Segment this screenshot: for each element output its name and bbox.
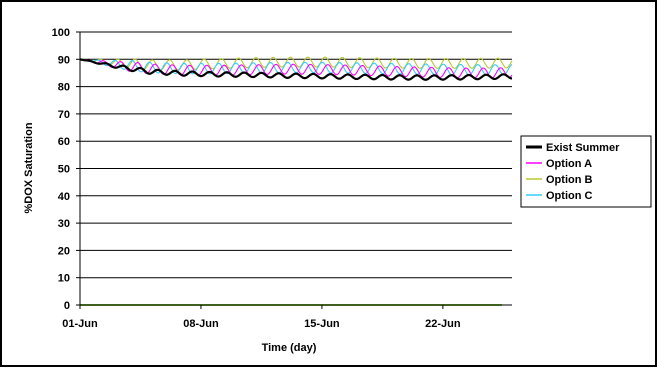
chart-svg: 0 10 20 30 40 50 60 70 80 90 100 01-Jun 08-Jun 15-Ju… — [23, 27, 652, 354]
y-axis-label: %DOX Saturation — [23, 122, 35, 213]
legend-label: Option B — [546, 174, 592, 186]
y-tick-label: 30 — [58, 218, 70, 230]
y-tick-label: 40 — [58, 191, 70, 203]
series-line-exist-summer — [79, 58, 513, 81]
y-tick-label: 60 — [58, 136, 70, 148]
y-tick-label: 10 — [58, 273, 70, 285]
y-tick-label: 70 — [58, 109, 70, 121]
y-tick-label: 0 — [64, 300, 70, 312]
x-tick-label: 15-Jun — [304, 318, 340, 330]
axes — [76, 31, 512, 309]
y-tick-label: 100 — [52, 27, 70, 39]
y-tick-label: 80 — [58, 82, 70, 94]
series-line-option-b — [79, 56, 513, 71]
x-tick-labels: 01-Jun 08-Jun 15-Jun 22-Jun — [62, 318, 461, 330]
x-tick-label: 08-Jun — [183, 318, 219, 330]
y-tick-label: 20 — [58, 245, 70, 257]
x-tick-label: 01-Jun — [62, 318, 98, 330]
legend-label: Option A — [546, 158, 592, 170]
gridlines — [80, 31, 512, 279]
x-axis-label: Time (day) — [262, 342, 317, 354]
x-tick-label: 22-Jun — [425, 318, 461, 330]
series-lines — [79, 56, 513, 306]
legend-label: Exist Summer — [546, 142, 620, 154]
legend-label: Option C — [546, 190, 592, 202]
y-tick-label: 50 — [58, 164, 70, 176]
legend: Exist Summer Option A Option B Option C — [520, 135, 652, 208]
legend-box — [520, 135, 652, 208]
y-tick-label: 90 — [58, 54, 70, 66]
y-tick-labels: 0 10 20 30 40 50 60 70 80 90 100 — [52, 27, 70, 312]
